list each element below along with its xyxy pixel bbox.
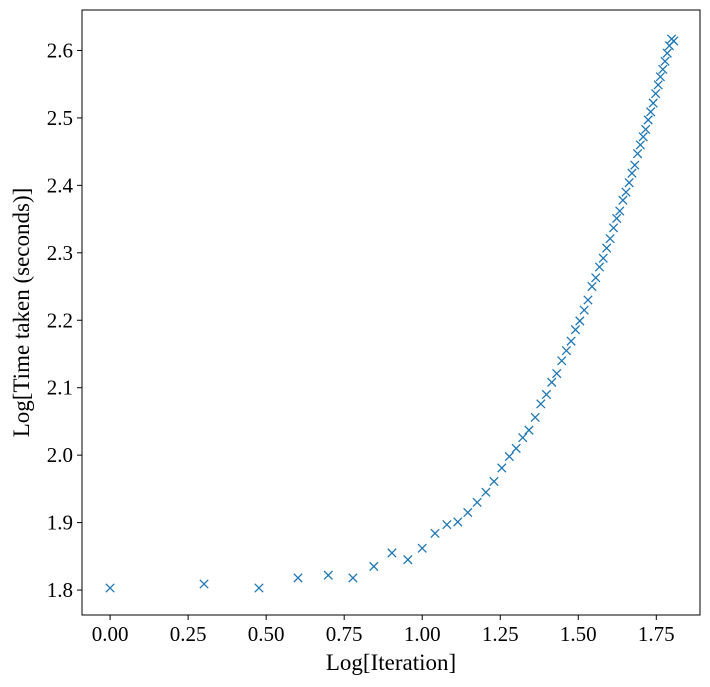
data-point-24 — [541, 389, 552, 400]
data-point-11 — [442, 519, 452, 530]
y-tick-label-4: 2.2 — [47, 308, 73, 332]
data-point-49 — [635, 140, 646, 150]
data-point-34 — [587, 281, 597, 292]
data-point-4 — [323, 570, 333, 580]
data-point-25 — [547, 377, 557, 387]
data-point-3 — [293, 573, 303, 583]
data-point-51 — [641, 124, 651, 135]
y-tick-label-5: 2.3 — [47, 241, 73, 265]
x-axis-ticks: 0.00 0.25 0.50 0.75 1.00 1.25 1.50 1.75 — [92, 615, 675, 646]
data-point-32 — [579, 305, 589, 315]
y-tick-label-2: 2.0 — [47, 443, 73, 467]
data-point-27 — [557, 356, 567, 366]
data-point-1 — [199, 579, 209, 589]
plot-frame — [81, 9, 701, 616]
data-point-17 — [497, 463, 507, 473]
data-point-44 — [621, 187, 631, 197]
data-point-14 — [472, 497, 482, 508]
data-point-6 — [369, 561, 379, 572]
data-point-22 — [530, 412, 540, 423]
data-point-63 — [669, 36, 679, 46]
y-tick-label-0: 1.8 — [47, 578, 73, 602]
y-tick-label-8: 2.6 — [47, 38, 73, 62]
data-point-45 — [624, 178, 634, 188]
data-point-60 — [662, 48, 672, 58]
data-point-59 — [660, 56, 670, 66]
data-point-33 — [583, 295, 593, 305]
data-point-38 — [602, 243, 612, 253]
x-tick-label-0: 0.00 — [92, 622, 129, 646]
data-point-20 — [518, 432, 528, 443]
data-point-16 — [489, 476, 499, 487]
data-point-40 — [608, 223, 619, 233]
data-point-39 — [605, 233, 615, 244]
data-points — [105, 34, 679, 593]
data-point-29 — [566, 336, 576, 346]
data-point-28 — [561, 345, 572, 356]
data-point-31 — [575, 316, 585, 326]
data-point-10 — [430, 528, 440, 539]
data-point-43 — [618, 195, 628, 205]
x-tick-label-2: 0.50 — [248, 622, 285, 646]
x-tick-label-4: 1.00 — [404, 622, 441, 646]
y-axis-label: Log[Time taken (seconds)] — [9, 188, 34, 438]
data-point-23 — [536, 399, 546, 409]
data-point-46 — [627, 168, 637, 178]
data-point-50 — [638, 132, 648, 142]
data-point-58 — [658, 64, 668, 75]
x-tick-label-7: 1.75 — [638, 622, 675, 646]
data-point-35 — [591, 273, 601, 283]
data-point-55 — [651, 88, 661, 99]
data-point-12 — [453, 517, 463, 527]
y-tick-label-1: 1.9 — [47, 511, 73, 535]
x-axis-label: Log[Iteration] — [326, 650, 456, 675]
data-point-54 — [648, 98, 658, 108]
x-tick-label-3: 0.75 — [326, 622, 363, 646]
data-point-21 — [524, 425, 534, 435]
data-point-36 — [594, 262, 605, 272]
data-point-57 — [655, 72, 666, 82]
y-tick-label-6: 2.4 — [47, 173, 74, 197]
x-tick-label-5: 1.25 — [482, 622, 519, 646]
data-point-18 — [504, 451, 514, 462]
data-point-13 — [463, 507, 473, 518]
x-tick-label-1: 0.25 — [170, 622, 207, 646]
y-tick-label-7: 2.5 — [47, 106, 73, 130]
data-point-48 — [632, 149, 643, 159]
data-point-0 — [105, 583, 115, 593]
data-point-26 — [552, 368, 562, 379]
data-point-37 — [598, 253, 608, 263]
data-point-7 — [387, 548, 397, 558]
data-point-2 — [254, 583, 264, 593]
x-tick-label-6: 1.50 — [560, 622, 597, 646]
data-point-30 — [570, 325, 581, 335]
data-point-56 — [653, 80, 663, 90]
y-tick-label-3: 2.1 — [47, 376, 73, 400]
data-point-9 — [417, 543, 427, 553]
data-point-15 — [481, 487, 491, 497]
data-point-53 — [646, 107, 656, 117]
data-point-41 — [612, 213, 622, 224]
data-point-8 — [403, 555, 413, 565]
data-point-19 — [511, 443, 521, 454]
data-point-42 — [615, 206, 625, 216]
data-point-5 — [348, 573, 358, 583]
data-point-47 — [630, 160, 640, 170]
data-point-52 — [643, 115, 653, 125]
y-axis-ticks: 1.8 1.9 2.0 2.1 2.2 2.3 2.4 2.5 2.6 — [47, 38, 82, 602]
